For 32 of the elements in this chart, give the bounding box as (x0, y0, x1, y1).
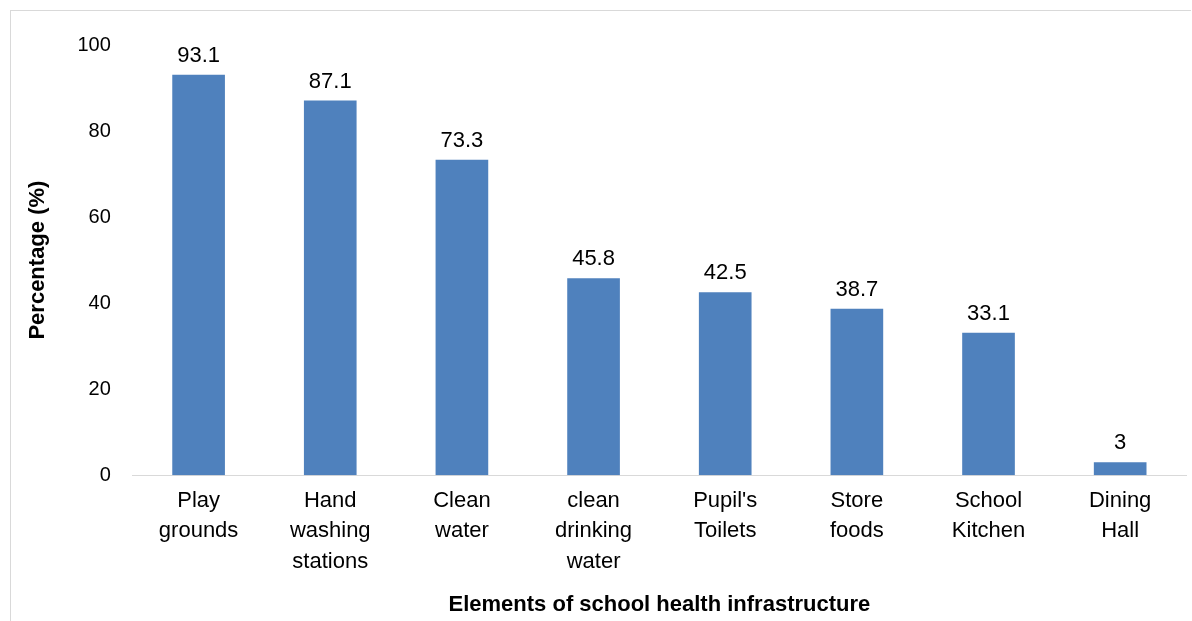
y-tick-label: 60 (88, 204, 111, 227)
bar (435, 159, 489, 476)
x-tick-label: Pupil's Toilets (693, 486, 758, 543)
bar (303, 100, 357, 476)
y-tick-label: 0 (99, 462, 111, 485)
bar (830, 308, 884, 476)
data-label: 93.1 (177, 41, 221, 67)
y-tick-label: 20 (88, 376, 111, 399)
x-tick-label: Clean water (433, 486, 491, 543)
x-tick-label: Play grounds (158, 486, 239, 543)
data-label: 38.7 (835, 275, 879, 301)
bar (172, 74, 225, 476)
x-tick-label: Store foods (829, 486, 884, 543)
data-label: 45.8 (572, 245, 615, 271)
data-label: 73.3 (440, 126, 484, 152)
y-axis-title: Percentage (%) (24, 180, 50, 340)
bar (962, 332, 1015, 476)
y-tick-label: 80 (88, 118, 111, 141)
y-tick-label: 100 (77, 32, 111, 55)
x-tick-label: School Kitchen (951, 486, 1026, 543)
x-axis-title: Elements of school health infrastructure (448, 590, 871, 616)
data-label: 3 (1114, 429, 1127, 455)
data-label: 33.1 (967, 299, 1010, 325)
data-label: 42.5 (703, 259, 747, 285)
data-label: 87.1 (308, 67, 352, 93)
bar (567, 278, 620, 476)
x-tick-label: Hand washing stations (288, 486, 371, 574)
x-tick-label: clean drinking water (555, 486, 633, 574)
bar (698, 292, 752, 476)
x-tick-label: Dining Hall (1088, 486, 1152, 543)
bar (1093, 462, 1147, 476)
y-tick-label: 40 (88, 290, 111, 313)
